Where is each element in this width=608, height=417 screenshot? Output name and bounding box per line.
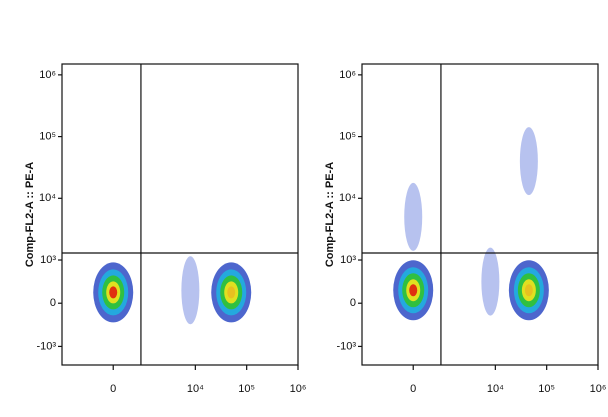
x-tick-label: 10⁴ xyxy=(187,383,204,395)
plot-frame xyxy=(361,63,599,366)
x-tick-label: 10⁶ xyxy=(590,383,607,395)
y-tick-label: -10³ xyxy=(336,340,356,352)
y-tick-label: 10⁴ xyxy=(339,192,356,204)
sparse-population xyxy=(404,182,423,251)
population-density xyxy=(524,284,533,297)
y-tick-label: 10⁵ xyxy=(339,130,356,142)
y-axis-label: Comp-FL2-A :: PE-A xyxy=(324,162,336,267)
plot-frame xyxy=(61,63,299,366)
y-tick-label: 10³ xyxy=(340,254,356,266)
y-tick-label: 0 xyxy=(350,297,356,309)
population-density xyxy=(409,284,418,297)
x-tick-label: 0 xyxy=(110,383,116,395)
sparse-population xyxy=(481,247,500,316)
sparse-population xyxy=(181,256,200,325)
x-tick-label: 10⁵ xyxy=(538,383,555,395)
y-tick-label: 10⁵ xyxy=(39,130,56,142)
y-tick-label: 10⁶ xyxy=(39,69,56,81)
population-density xyxy=(109,286,118,299)
y-tick-label: 10⁶ xyxy=(339,69,356,81)
x-tick-label: 10⁵ xyxy=(238,383,255,395)
x-tick-label: 0 xyxy=(410,383,416,395)
y-tick-label: 10⁴ xyxy=(39,192,56,204)
y-tick-label: -10³ xyxy=(36,340,56,352)
population-density xyxy=(227,286,236,299)
sparse-population xyxy=(519,127,538,196)
y-tick-label: 10³ xyxy=(40,254,56,266)
x-tick-label: 10⁴ xyxy=(487,383,504,395)
y-tick-label: 0 xyxy=(50,297,56,309)
x-tick-label: 10⁶ xyxy=(290,383,307,395)
y-axis-label: Comp-FL2-A :: PE-A xyxy=(24,162,36,267)
